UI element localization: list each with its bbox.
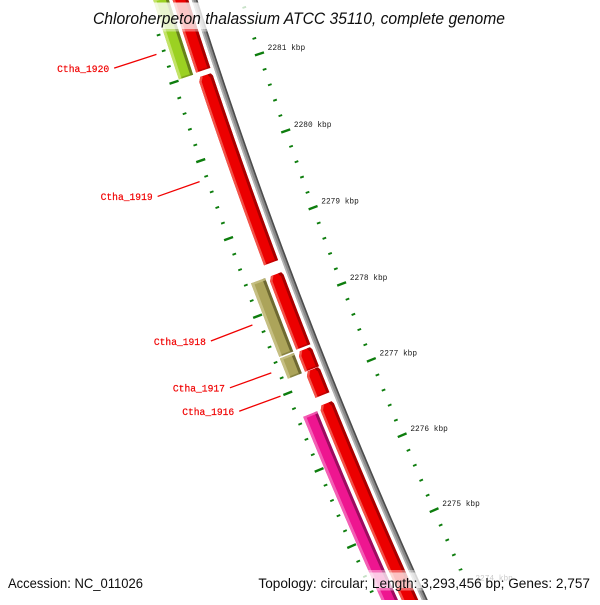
svg-text:Ctha_1916: Ctha_1916 [182, 407, 234, 419]
svg-text:2280 kbp: 2280 kbp [294, 120, 332, 130]
svg-text:2276 kbp: 2276 kbp [410, 424, 448, 434]
svg-text:Chloroherpeton thalassium ATCC: Chloroherpeton thalassium ATCC 35110, co… [93, 9, 505, 28]
svg-text:2281 kbp: 2281 kbp [268, 43, 306, 53]
svg-text:Ctha_1919: Ctha_1919 [101, 192, 153, 204]
svg-text:Ctha_1917: Ctha_1917 [173, 384, 225, 396]
svg-text:Topology: circular; Length: 3,: Topology: circular; Length: 3,293,456 bp… [258, 575, 590, 591]
svg-text:2278 kbp: 2278 kbp [350, 273, 388, 283]
svg-text:Accession: NC_011026: Accession: NC_011026 [8, 575, 143, 591]
svg-text:2275 kbp: 2275 kbp [442, 499, 480, 509]
svg-text:Ctha_1920: Ctha_1920 [57, 64, 109, 76]
svg-text:Ctha_1918: Ctha_1918 [154, 337, 206, 349]
svg-text:2277 kbp: 2277 kbp [380, 349, 418, 359]
svg-text:2279 kbp: 2279 kbp [321, 197, 359, 207]
